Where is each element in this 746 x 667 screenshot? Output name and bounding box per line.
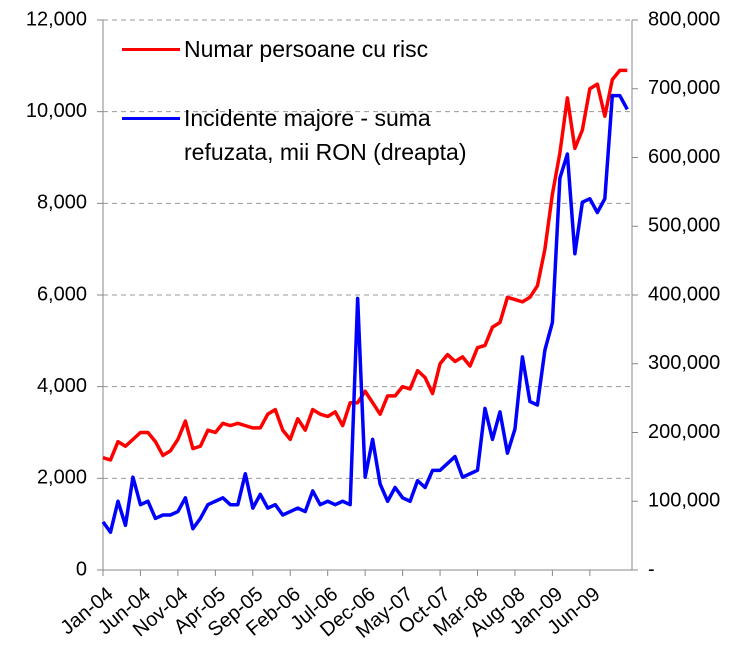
y-tick-label: 8,000 <box>37 192 87 214</box>
legend-label: Incidente majore - suma refuzata, mii RO… <box>184 105 467 165</box>
series-line <box>102 68 628 462</box>
y2-tick-label: 200,000 <box>648 421 720 443</box>
y2-tick-label: 500,000 <box>648 215 720 237</box>
y-tick-label: 2,000 <box>37 467 87 489</box>
y2-tick-label: 600,000 <box>648 146 720 168</box>
y-tick-label: 0 <box>76 558 87 580</box>
y2-tick-label: 300,000 <box>648 352 720 374</box>
y-tick-label: 10,000 <box>26 100 87 122</box>
series-line <box>101 93 629 534</box>
y-tick-label: 12,000 <box>26 8 87 30</box>
y-tick-label: 6,000 <box>37 283 87 305</box>
y2-tick-label: 100,000 <box>648 490 720 512</box>
legend-label: Numar persoane cu risc <box>184 36 429 62</box>
y2-tick-label: - <box>648 558 655 580</box>
legend-swatch <box>122 117 180 120</box>
legend-swatch <box>122 48 180 51</box>
y2-tick-label: 400,000 <box>648 283 720 305</box>
y-tick-label: 4,000 <box>37 375 87 397</box>
y2-tick-label: 700,000 <box>648 77 720 99</box>
y2-tick-label: 800,000 <box>648 8 720 30</box>
